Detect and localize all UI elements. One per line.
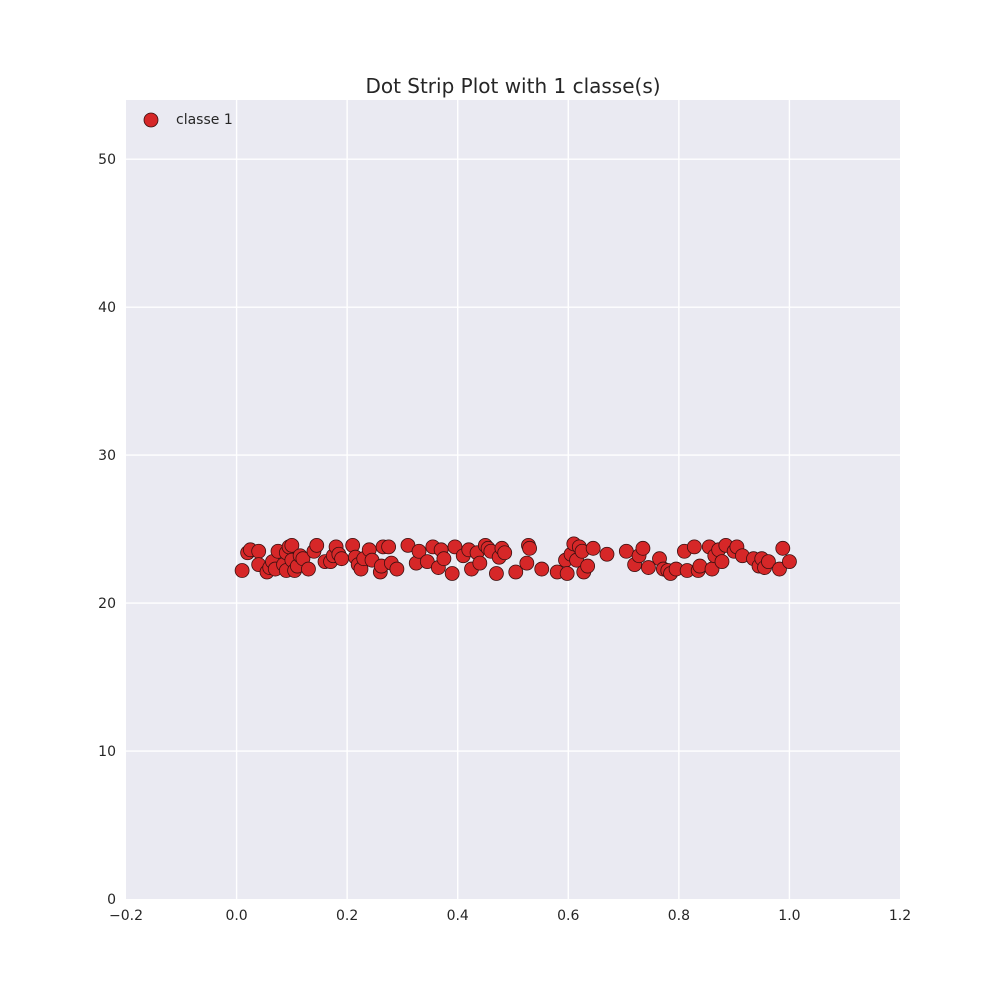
x-tick-label: 0.4: [447, 908, 469, 924]
data-point: [301, 561, 316, 577]
data-point: [251, 543, 267, 559]
data-point: [519, 555, 535, 571]
legend-marker: [143, 112, 159, 128]
y-tick-label: 10: [98, 744, 116, 760]
data-point: [411, 543, 427, 559]
x-axis-ticks: −0.2 0.0 0.2 0.4 0.6 0.8 1.0 1.2: [109, 908, 911, 924]
y-axis-ticks: 0 10 20 30 40 50: [98, 152, 116, 908]
data-point: [782, 554, 797, 570]
data-point: [641, 560, 656, 575]
data-point: [580, 558, 596, 574]
data-point: [559, 566, 575, 581]
data-point: [714, 554, 730, 570]
data-point: [234, 563, 250, 578]
y-tick-label: 40: [98, 300, 116, 316]
y-tick-label: 30: [98, 448, 116, 464]
x-tick-label: −0.2: [109, 908, 143, 924]
data-points: [234, 536, 797, 581]
x-tick-label: 1.0: [778, 908, 800, 924]
x-tick-label: 0.6: [557, 908, 579, 924]
data-point: [761, 554, 776, 570]
data-point: [585, 540, 601, 556]
data-point: [692, 558, 708, 574]
data-point: [686, 539, 702, 555]
data-point: [522, 540, 537, 556]
legend-label: classe 1: [176, 112, 233, 128]
data-point: [309, 537, 325, 553]
data-point: [284, 537, 300, 553]
data-point: [534, 561, 550, 577]
y-tick-label: 50: [98, 152, 116, 168]
legend: classe 1: [143, 112, 233, 128]
data-point: [635, 540, 651, 556]
data-point: [436, 551, 452, 567]
plot-area: [126, 100, 900, 899]
data-point: [334, 551, 350, 567]
y-tick-label: 20: [98, 596, 116, 612]
x-tick-label: 1.2: [889, 908, 911, 924]
chart-title: Dot Strip Plot with 1 classe(s): [365, 74, 660, 98]
x-tick-label: 0.2: [336, 908, 358, 924]
x-tick-label: 0.8: [668, 908, 690, 924]
grid: [126, 100, 900, 899]
data-point: [389, 561, 405, 577]
x-tick-label: 0.0: [225, 908, 247, 924]
data-point: [599, 546, 615, 562]
data-point: [472, 555, 488, 571]
data-point: [444, 566, 460, 581]
data-point: [772, 561, 787, 577]
data-point: [497, 545, 513, 561]
data-point: [508, 564, 524, 580]
data-point: [775, 540, 791, 556]
y-tick-label: 0: [107, 892, 116, 908]
data-point: [489, 566, 504, 581]
data-point: [381, 539, 397, 555]
data-point: [618, 543, 634, 559]
